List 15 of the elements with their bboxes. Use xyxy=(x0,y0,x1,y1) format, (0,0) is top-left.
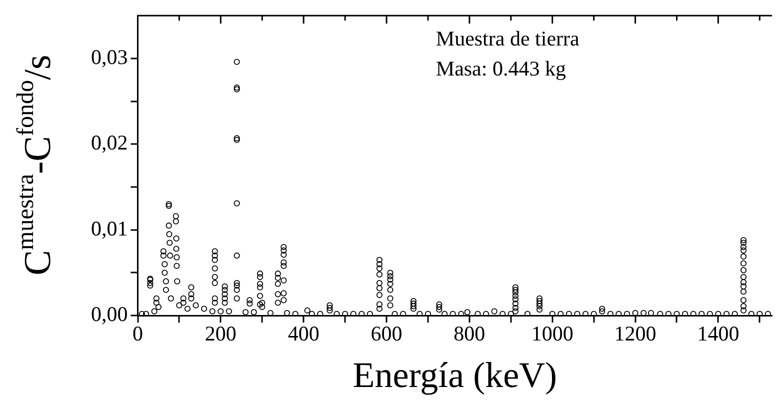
x-tick-label: 600 xyxy=(370,322,402,346)
annotation: Masa: 0.443 kg xyxy=(436,56,566,81)
x-tick-label: 800 xyxy=(454,322,486,346)
x-tick-label: 400 xyxy=(288,322,320,346)
y-tick-label: 0,01 xyxy=(91,216,128,240)
x-tick-label: 1000 xyxy=(531,322,574,346)
y-tick-label: 0,02 xyxy=(91,130,128,155)
y-tick-label: 0,00 xyxy=(91,302,128,326)
x-axis-title: Energía (keV) xyxy=(352,354,558,395)
x-tick-label: 1400 xyxy=(697,322,740,346)
x-tick-label: 0 xyxy=(132,322,143,346)
x-tick-label: 1200 xyxy=(614,322,656,346)
x-tick-label: 200 xyxy=(204,322,236,346)
y-tick-label: 0,03 xyxy=(91,44,128,69)
annotation: Muestra de tierra xyxy=(436,26,580,51)
